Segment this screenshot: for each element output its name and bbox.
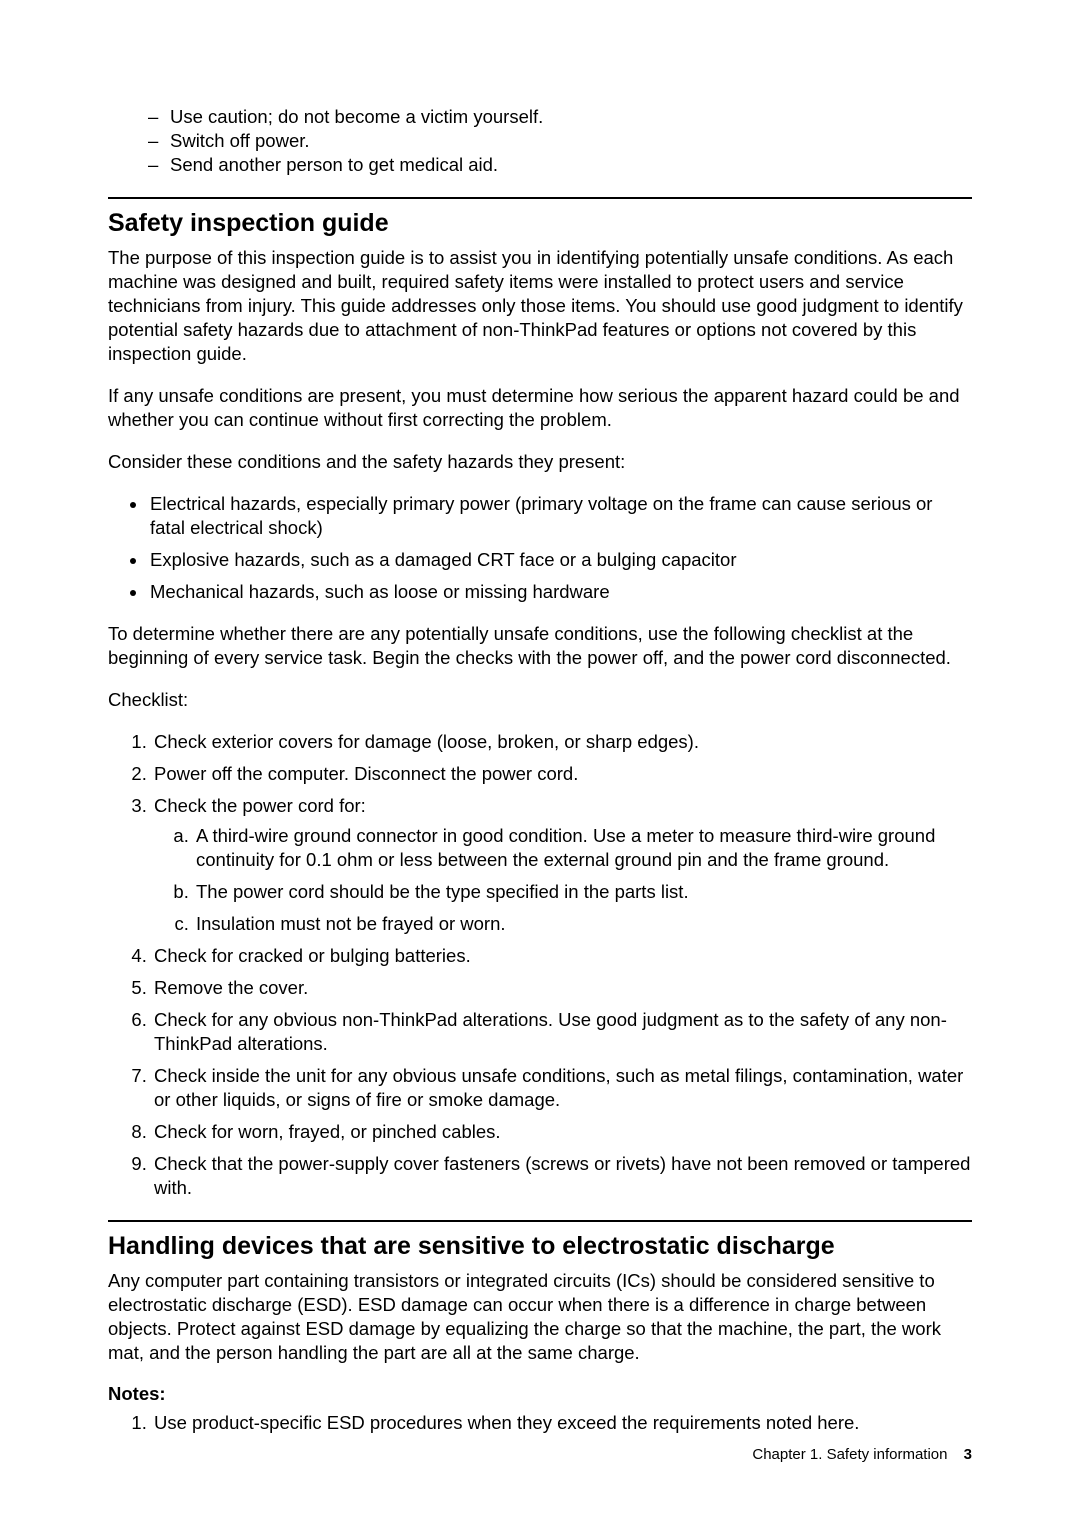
body-paragraph: Consider these conditions and the safety…	[108, 450, 972, 474]
body-paragraph: If any unsafe conditions are present, yo…	[108, 384, 972, 432]
hazards-list: Electrical hazards, especially primary p…	[108, 492, 972, 604]
page-footer: Chapter 1. Safety information 3	[752, 1446, 972, 1463]
body-paragraph: Checklist:	[108, 688, 972, 712]
section-heading-esd: Handling devices that are sensitive to e…	[108, 1232, 972, 1261]
notes-label: Notes:	[108, 1383, 972, 1405]
list-item: Explosive hazards, such as a damaged CRT…	[148, 548, 972, 572]
list-item: Check inside the unit for any obvious un…	[152, 1064, 972, 1112]
body-paragraph: Any computer part containing transistors…	[108, 1269, 972, 1365]
list-item: Send another person to get medical aid.	[148, 153, 972, 177]
list-item: Check that the power-supply cover fasten…	[152, 1152, 972, 1200]
list-item: Check for worn, frayed, or pinched cable…	[152, 1120, 972, 1144]
list-item: Insulation must not be frayed or worn.	[194, 912, 972, 936]
footer-chapter: Chapter 1. Safety information	[752, 1446, 947, 1463]
list-item: Check for cracked or bulging batteries.	[152, 944, 972, 968]
list-item: The power cord should be the type specif…	[194, 880, 972, 904]
list-item: Check the power cord for: A third-wire g…	[152, 794, 972, 936]
list-item: Check exterior covers for damage (loose,…	[152, 730, 972, 754]
list-item-text: Check the power cord for:	[154, 795, 366, 816]
divider	[108, 197, 972, 199]
list-item: Electrical hazards, especially primary p…	[148, 492, 972, 540]
sub-checklist: A third-wire ground connector in good co…	[154, 824, 972, 936]
page: Use caution; do not become a victim your…	[0, 0, 1080, 1513]
section-heading-safety-inspection: Safety inspection guide	[108, 209, 972, 238]
top-dash-list: Use caution; do not become a victim your…	[108, 105, 972, 177]
list-item: Switch off power.	[148, 129, 972, 153]
checklist: Check exterior covers for damage (loose,…	[108, 730, 972, 1200]
body-paragraph: To determine whether there are any poten…	[108, 622, 972, 670]
list-item: Power off the computer. Disconnect the p…	[152, 762, 972, 786]
list-item: Use caution; do not become a victim your…	[148, 105, 972, 129]
divider	[108, 1220, 972, 1222]
body-paragraph: The purpose of this inspection guide is …	[108, 246, 972, 366]
footer-page-number: 3	[964, 1446, 972, 1463]
list-item: Use product-specific ESD procedures when…	[152, 1411, 972, 1435]
list-item: Mechanical hazards, such as loose or mis…	[148, 580, 972, 604]
list-item: A third-wire ground connector in good co…	[194, 824, 972, 872]
list-item: Check for any obvious non-ThinkPad alter…	[152, 1008, 972, 1056]
notes-list: Use product-specific ESD procedures when…	[108, 1411, 972, 1435]
list-item: Remove the cover.	[152, 976, 972, 1000]
